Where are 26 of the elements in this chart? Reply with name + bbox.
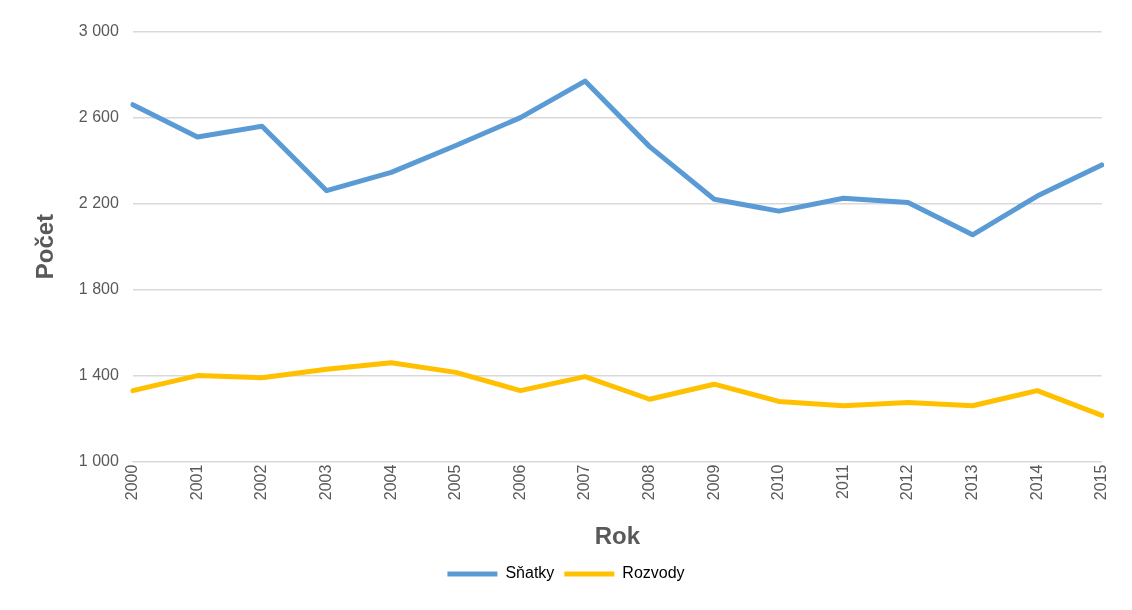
x-tick-label: 2010 bbox=[769, 464, 787, 501]
y-tick-label: 1 400 bbox=[78, 366, 119, 384]
x-tick-label: 2007 bbox=[575, 464, 593, 501]
y-tick-label: 3 000 bbox=[78, 22, 119, 40]
x-tick-label: 2001 bbox=[187, 464, 205, 501]
x-tick-label: 2013 bbox=[963, 464, 981, 501]
y-tick-label: 2 200 bbox=[78, 194, 119, 212]
x-tick-label: 2003 bbox=[317, 464, 335, 501]
y-tick-label: 1 000 bbox=[78, 452, 119, 470]
x-tick-label: 2005 bbox=[446, 464, 464, 501]
y-axis-title: Počet bbox=[31, 213, 59, 280]
x-tick-label: 2000 bbox=[123, 464, 141, 501]
y-tick-label: 1 800 bbox=[78, 280, 119, 298]
legend-label: Rozvody bbox=[622, 564, 685, 582]
legend-label: Sňatky bbox=[505, 564, 555, 582]
x-tick-label: 2002 bbox=[252, 464, 270, 501]
x-axis-title: Rok bbox=[594, 522, 641, 550]
x-tick-label: 2015 bbox=[1092, 464, 1110, 501]
x-tick-label: 2004 bbox=[381, 464, 399, 501]
x-tick-label: 2008 bbox=[640, 464, 658, 501]
x-tick-label: 2012 bbox=[898, 464, 916, 501]
x-tick-label: 2014 bbox=[1027, 464, 1045, 501]
x-tick-label: 2011 bbox=[833, 464, 851, 500]
y-tick-label: 2 600 bbox=[78, 108, 119, 126]
x-tick-label: 2009 bbox=[704, 464, 722, 501]
x-tick-label: 2006 bbox=[510, 464, 528, 501]
